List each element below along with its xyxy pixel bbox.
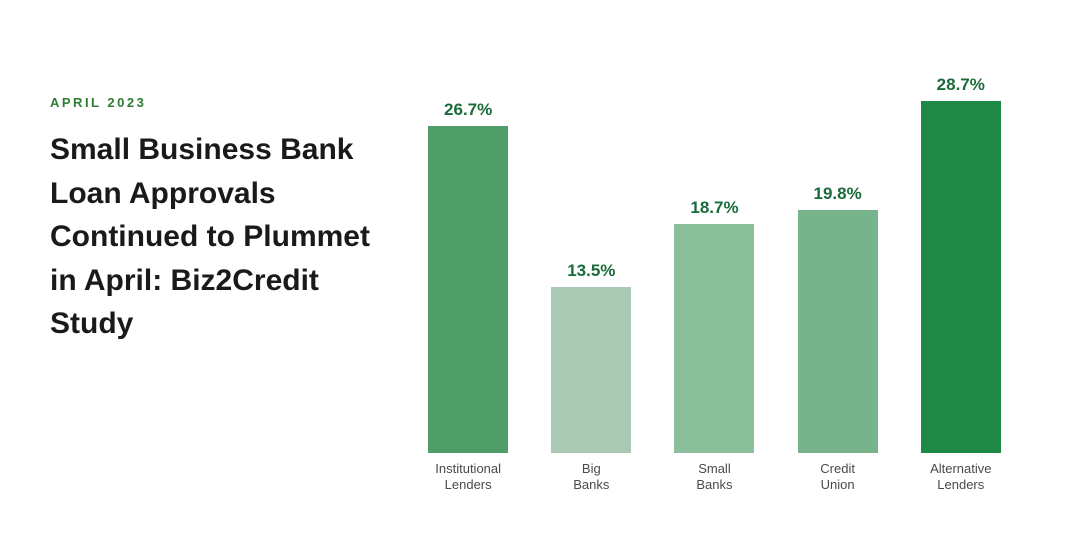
bar-group: 28.7% AlternativeLenders bbox=[906, 75, 1016, 495]
bar-category-label: SmallBanks bbox=[696, 461, 732, 495]
date-label: APRIL 2023 bbox=[50, 95, 390, 110]
bar-group: 18.7% SmallBanks bbox=[659, 198, 769, 495]
bar bbox=[921, 101, 1001, 453]
bar bbox=[798, 210, 878, 453]
bar-category-label: InstitutionalLenders bbox=[435, 461, 501, 495]
bar-value-label: 28.7% bbox=[937, 75, 985, 95]
bar-value-label: 18.7% bbox=[690, 198, 738, 218]
bar-value-label: 19.8% bbox=[814, 184, 862, 204]
bar-value-label: 13.5% bbox=[567, 261, 615, 281]
bar-category-label: CreditUnion bbox=[820, 461, 855, 495]
headline: Small Business Bank Loan Approvals Conti… bbox=[50, 128, 390, 346]
bar bbox=[674, 224, 754, 453]
bar-group: 19.8% CreditUnion bbox=[783, 184, 893, 495]
bar bbox=[551, 287, 631, 453]
bar-value-label: 26.7% bbox=[444, 100, 492, 120]
bar-group: 13.5% BigBanks bbox=[536, 261, 646, 495]
bar-group: 26.7% InstitutionalLenders bbox=[413, 100, 523, 495]
bar-category-label: BigBanks bbox=[573, 461, 609, 495]
bar bbox=[428, 126, 508, 453]
text-block: APRIL 2023 Small Business Bank Loan Appr… bbox=[50, 75, 390, 346]
bar-chart: 26.7% InstitutionalLenders 13.5% BigBanks 18… bbox=[390, 75, 1029, 495]
bar-category-label: AlternativeLenders bbox=[930, 461, 991, 495]
